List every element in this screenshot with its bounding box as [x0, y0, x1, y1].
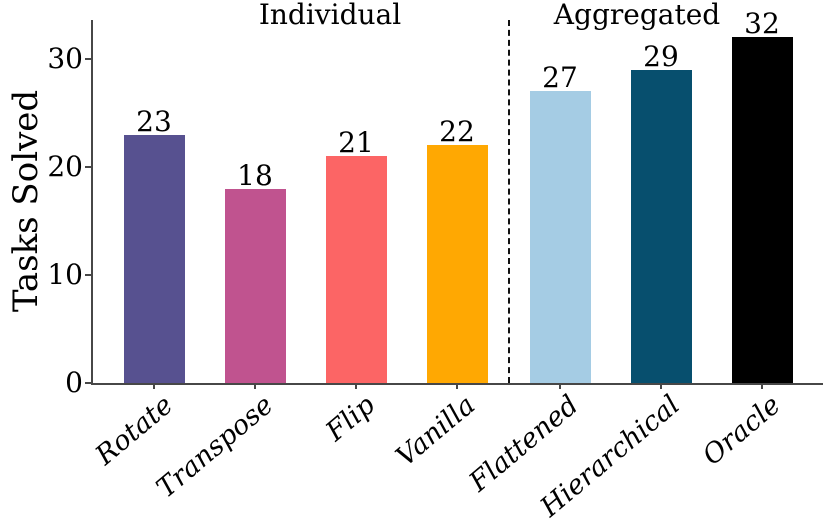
bar-value-label: 23 [136, 104, 172, 138]
y-tick-label: 30 [47, 42, 83, 75]
x-axis-label-flip: Flip [319, 389, 381, 448]
x-tick-mark [761, 383, 763, 389]
bar-transpose [224, 188, 286, 383]
group-divider-dashed-line [507, 20, 510, 383]
bar-vanilla [426, 145, 488, 383]
x-tick-mark [153, 383, 155, 389]
y-axis-line [90, 20, 93, 384]
y-tick-mark [85, 58, 91, 60]
bar-rotate [123, 134, 185, 383]
group-label-individual: Individual [258, 0, 402, 31]
x-tick-mark [456, 383, 458, 389]
bar-value-label: 32 [744, 7, 780, 41]
bar-value-label: 27 [542, 61, 578, 95]
y-tick-mark [85, 382, 91, 384]
x-tick-mark [355, 383, 357, 389]
bar-flattened [529, 91, 591, 383]
bar-hierarchical [630, 69, 692, 383]
bar-oracle [731, 37, 793, 383]
bar-flip [325, 156, 387, 383]
y-tick-label: 0 [65, 366, 83, 399]
y-tick-mark [85, 166, 91, 168]
x-axis-label-oracle: Oracle [697, 389, 787, 472]
y-tick-label: 20 [47, 150, 83, 183]
bar-value-label: 29 [643, 39, 679, 73]
x-tick-mark [254, 383, 256, 389]
x-tick-mark [660, 383, 662, 389]
y-tick-label: 10 [47, 258, 83, 291]
x-axis-label-vanilla: Vanilla [390, 389, 482, 473]
bar-value-label: 21 [338, 126, 374, 160]
x-axis-label-rotate: Rotate [89, 389, 179, 472]
bar-value-label: 22 [439, 115, 475, 149]
x-tick-mark [559, 383, 561, 389]
group-label-aggregated: Aggregated [553, 0, 721, 31]
y-tick-mark [85, 274, 91, 276]
bar-value-label: 18 [237, 158, 273, 192]
